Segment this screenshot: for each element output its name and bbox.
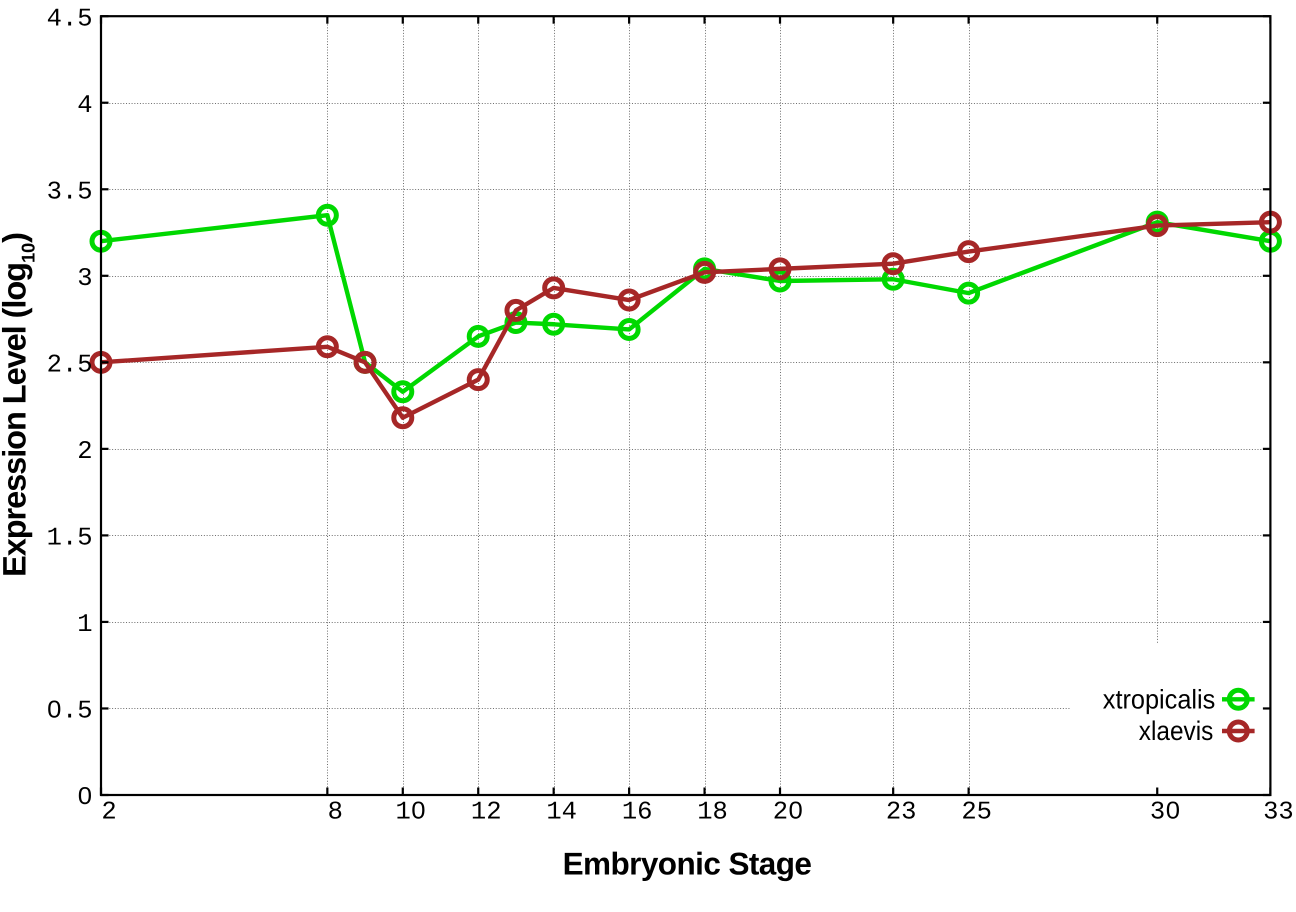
svg-text:14: 14: [546, 797, 577, 826]
svg-text:3: 3: [77, 264, 92, 293]
svg-text:16: 16: [622, 797, 653, 826]
svg-text:2: 2: [101, 797, 116, 826]
svg-text:25: 25: [961, 797, 992, 826]
svg-text:3.5: 3.5: [47, 177, 93, 206]
svg-text:xtropicalis: xtropicalis: [1103, 685, 1216, 715]
svg-text:12: 12: [471, 797, 502, 826]
svg-text:xlaevis: xlaevis: [1139, 716, 1214, 746]
svg-text:4.5: 4.5: [47, 4, 93, 33]
svg-text:Expression Level (log10): Expression Level (log10): [0, 233, 38, 577]
svg-text:8: 8: [328, 797, 343, 826]
svg-text:18: 18: [697, 797, 728, 826]
svg-text:10: 10: [395, 797, 426, 826]
svg-text:33: 33: [1263, 797, 1294, 826]
svg-text:2.5: 2.5: [47, 351, 93, 380]
svg-text:23: 23: [886, 797, 917, 826]
svg-text:4: 4: [77, 91, 92, 120]
svg-text:2: 2: [77, 437, 92, 466]
svg-text:Embryonic Stage: Embryonic Stage: [563, 846, 812, 882]
svg-text:30: 30: [1150, 797, 1181, 826]
svg-text:1: 1: [77, 610, 92, 639]
svg-text:20: 20: [773, 797, 804, 826]
svg-text:1.5: 1.5: [47, 524, 93, 553]
